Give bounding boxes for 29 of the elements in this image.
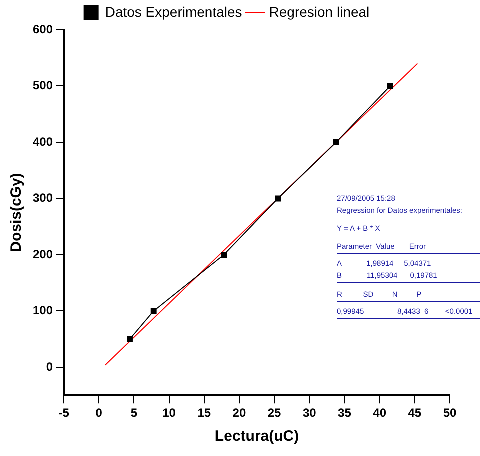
x-tick-label: 0	[96, 406, 103, 420]
point	[387, 83, 394, 90]
y-tick-label: 100	[32, 304, 54, 318]
x-tick-label: 5	[130, 406, 138, 420]
x-tick-label: 40	[373, 406, 387, 420]
point	[275, 196, 282, 202]
legend-label: Regresion lineal	[269, 4, 370, 20]
y-tick-label: 600	[32, 22, 54, 36]
x-tick-label: 45	[408, 406, 422, 420]
x-tick-label: 25	[268, 406, 282, 420]
y-tick-label: 400	[32, 134, 54, 149]
point	[221, 252, 227, 258]
point	[333, 140, 340, 146]
legend-label: Datos Experimentales	[105, 4, 242, 20]
x-tick-label: 30	[302, 406, 317, 420]
point	[127, 336, 133, 342]
x-tick-label: -5	[58, 406, 70, 420]
y-tick-label: 0	[46, 360, 54, 374]
point	[150, 308, 157, 314]
x-tick-label: 10	[162, 406, 176, 420]
y-tick-label: 500	[32, 78, 54, 93]
y-tick-label: 200	[32, 247, 54, 262]
x-axis-title: Lectura(uC)	[214, 428, 300, 446]
x-tick-label: 20	[232, 406, 246, 420]
y-axis-title: Dosis(cGy)	[8, 173, 26, 252]
y-tick-label: 300	[32, 191, 54, 206]
x-tick-label: 15	[198, 406, 212, 420]
x-tick-label: 35	[338, 406, 352, 420]
x-tick-label: 50	[443, 406, 457, 420]
